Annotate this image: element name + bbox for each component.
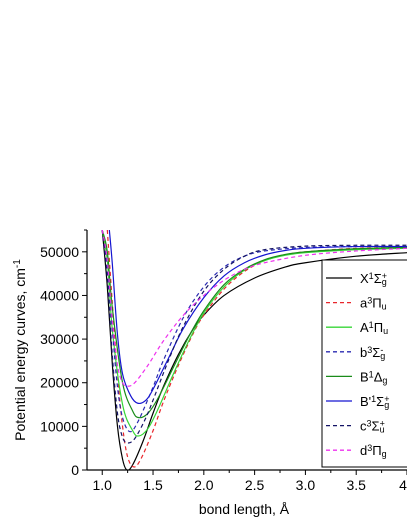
series-line [101, 230, 407, 437]
x-axis-label: bond length, Å [199, 501, 290, 517]
y-tick-label: 0 [71, 462, 79, 478]
x-tick-label: 1.0 [93, 477, 113, 493]
x-tick-label: 2.0 [194, 477, 214, 493]
x-tick-label: 4 [399, 477, 407, 493]
series-line [101, 230, 407, 387]
y-axis-ticks: 0 10000 20000 30000 40000 50000 [40, 229, 87, 478]
series-curves [101, 230, 407, 470]
series-line [101, 230, 407, 444]
y-axis-label: Potential energy curves, cm-1 [12, 259, 29, 441]
legend-label: B'1Σg+ [360, 394, 390, 410]
x-axis-ticks: 1.0 1.5 2.0 2.5 3.0 3.5 4 [93, 470, 407, 493]
legend-label: B1Δg [360, 369, 387, 385]
y-tick-label: 10000 [40, 418, 79, 434]
y-tick-label: 50000 [40, 244, 79, 260]
legend-label: A1Πu [360, 320, 388, 336]
x-tick-label: 3.5 [346, 477, 366, 493]
y-tick-label: 40000 [40, 287, 79, 303]
legend-label: X1Σg+ [360, 271, 387, 287]
legend-label: c3Σu+ [360, 419, 385, 435]
legend-label: a3Πu [360, 296, 387, 312]
x-tick-label: 3.0 [296, 477, 316, 493]
y-tick-label: 20000 [40, 375, 79, 391]
series-line [101, 230, 407, 433]
y-axis-label-superscript: -1 [12, 259, 23, 268]
x-tick-label: 2.5 [245, 477, 265, 493]
x-tick-label: 1.5 [143, 477, 163, 493]
legend-label: d3Πg [360, 443, 387, 459]
series-line [101, 230, 407, 419]
legend-box [321, 259, 407, 468]
y-tick-label: 30000 [40, 331, 79, 347]
legend: X1Σg+ a3Πu A1Πu b3Σg- B1Δg B'1Σg+ c3Σu+ d3Πg [321, 259, 407, 468]
series-line [108, 230, 407, 405]
y-axis-label-text: Potential energy curves, cm [12, 268, 28, 441]
legend-label: b3Σg- [360, 345, 385, 361]
